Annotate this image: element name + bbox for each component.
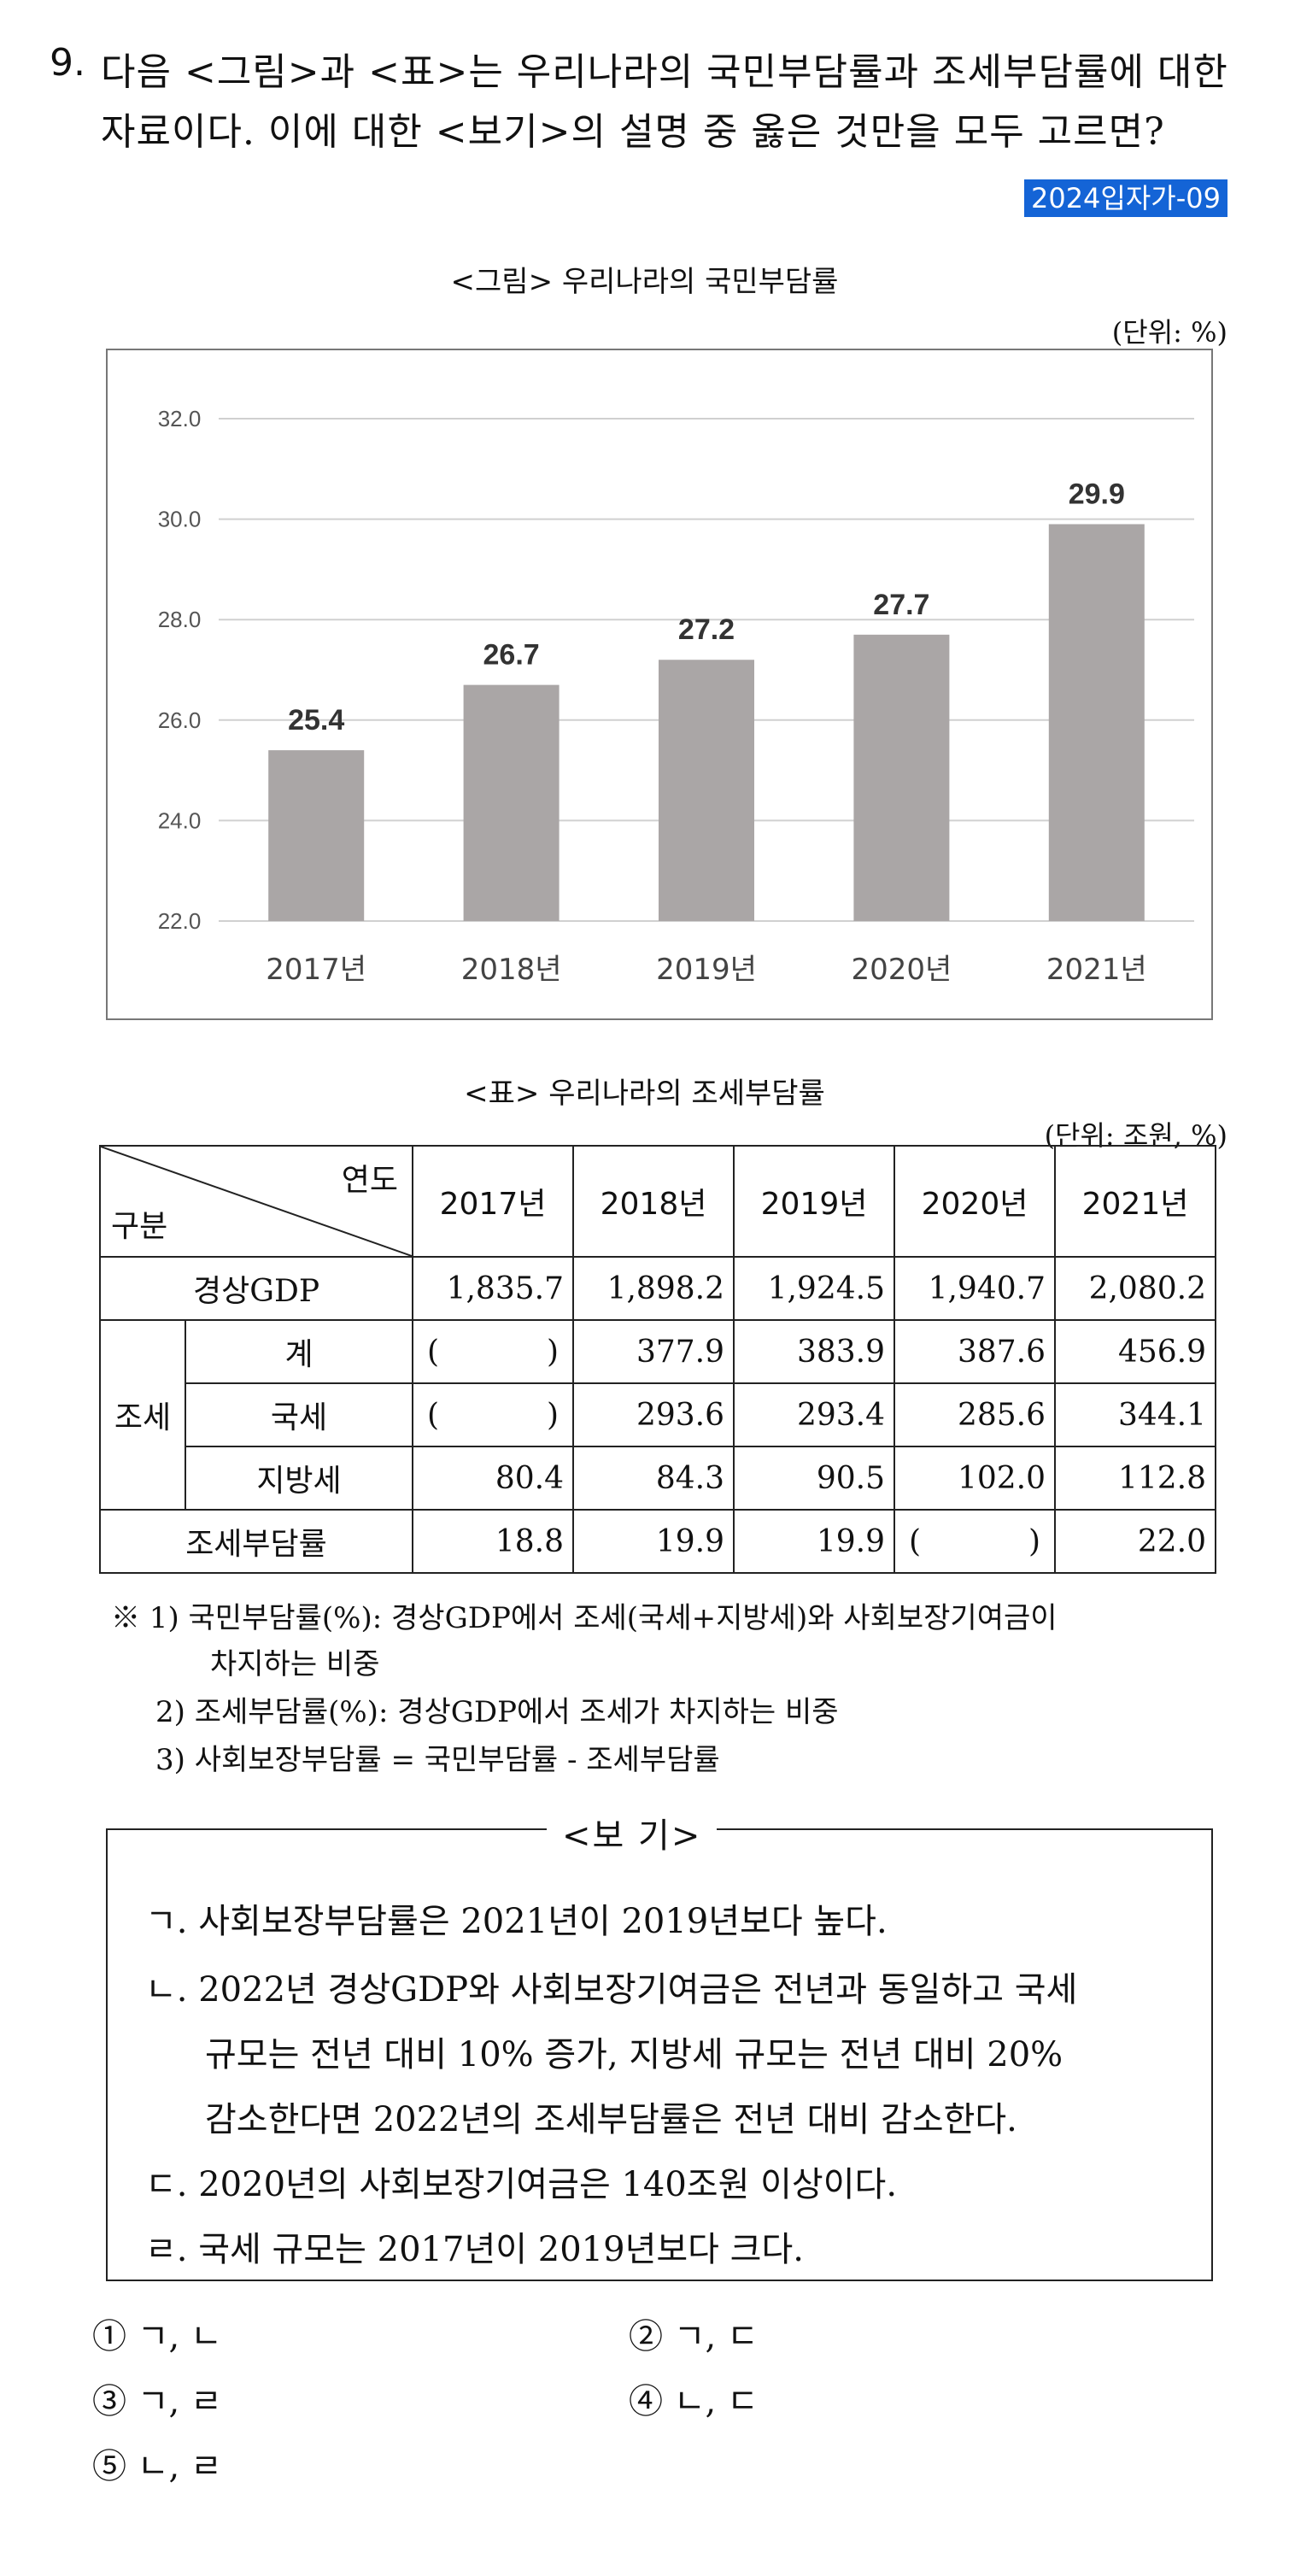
total-cell: 387.6: [894, 1319, 1056, 1384]
note-1: ※ 1) 국민부담률(%): 경상GDP에서 조세(국세+지방세)와 사회보장기…: [111, 1601, 1058, 1635]
bar: [268, 750, 365, 921]
year-header: 2019년: [733, 1145, 895, 1258]
x-tick-label: 2021년: [1046, 953, 1147, 987]
x-tick-label: 2018년: [461, 953, 562, 987]
bogi-item-b-cont1: 규모는 전년 대비 10% 증가, 지방세 규모는 전년 대비 20%: [205, 2035, 1063, 2074]
corner-diagonal: [101, 1147, 412, 1256]
row-group-tax: 조세: [99, 1319, 186, 1511]
choice-4[interactable]: ④ ㄴ, ㄷ: [629, 2382, 759, 2421]
year-header: 2018년: [572, 1145, 735, 1258]
chart-svg: 22.0 24.0 26.0 28.0 30.0 32.0 25.4 2017년 26.7 201…: [158, 406, 1194, 987]
local-cell: 80.4: [412, 1446, 574, 1511]
gdp-cell: 1,898.2: [572, 1256, 735, 1321]
row-label-total: 계: [185, 1319, 413, 1384]
y-tick-label: 22.0: [158, 908, 202, 934]
row-label-national: 국세: [185, 1382, 413, 1447]
y-tick-label: 26.0: [158, 707, 202, 733]
data-label: 27.2: [678, 613, 735, 646]
bogi-item-a: ㄱ. 사회보장부담률은 2021년이 2019년보다 높다.: [145, 1902, 888, 1941]
question-stem-line2: 자료이다. 이에 대한 <보기>의 설명 중 옳은 것만을 모두 고르면?: [101, 110, 1165, 154]
x-tick-label: 2020년: [851, 953, 952, 987]
row-label-local: 지방세: [185, 1446, 413, 1511]
choice-1[interactable]: ① ㄱ, ㄴ: [92, 2317, 222, 2356]
gdp-cell: 1,940.7: [894, 1256, 1056, 1321]
national-cell: 285.6: [894, 1382, 1056, 1447]
question-number: 9.: [50, 41, 85, 85]
rate-blank-cell: (): [894, 1509, 1056, 1574]
rate-cell: 19.9: [572, 1509, 735, 1574]
paren-open: (: [427, 1334, 440, 1370]
x-tick-label: 2017년: [266, 953, 366, 987]
bar: [463, 684, 560, 921]
year-header: 2020년: [894, 1145, 1056, 1258]
local-cell: 90.5: [733, 1446, 895, 1511]
table-title: <표> 우리나라의 조세부담률: [464, 1077, 825, 1111]
table-corner-cell: 연도 구분: [99, 1145, 413, 1258]
local-cell: 84.3: [572, 1446, 735, 1511]
bogi-item-d: ㄹ. 국세 규모는 2017년이 2019년보다 크다.: [145, 2230, 804, 2269]
rate-cell: 22.0: [1054, 1509, 1216, 1574]
note-3: 3) 사회보장부담률 = 국민부담률 - 조세부담률: [155, 1743, 720, 1777]
choice-2[interactable]: ② ㄱ, ㄷ: [629, 2317, 759, 2356]
note-1-cont: 차지하는 비중: [210, 1647, 380, 1681]
corner-label-category: 구분: [111, 1209, 168, 1244]
bar: [659, 660, 754, 921]
total-cell: 383.9: [733, 1319, 895, 1384]
bar: [853, 634, 950, 921]
total-cell: 377.9: [572, 1319, 735, 1384]
national-cell: 293.6: [572, 1382, 735, 1447]
national-cell: 293.4: [733, 1382, 895, 1447]
bogi-item-c: ㄷ. 2020년의 사회보장기여금은 140조원 이상이다.: [145, 2165, 898, 2204]
choice-3[interactable]: ③ ㄱ, ㄹ: [92, 2382, 222, 2421]
data-label: 26.7: [483, 639, 540, 672]
data-label: 27.7: [873, 589, 929, 621]
total-blank-cell: (): [412, 1319, 574, 1384]
choice-5[interactable]: ⑤ ㄴ, ㄹ: [92, 2447, 222, 2486]
rate-cell: 18.8: [412, 1509, 574, 1574]
figure-title: <그림> 우리나라의 국민부담률: [450, 265, 839, 299]
x-tick-label: 2019년: [656, 953, 757, 987]
bar-chart: 22.0 24.0 26.0 28.0 30.0 32.0 25.4 2017년 26.7 201…: [106, 349, 1213, 1020]
local-cell: 102.0: [894, 1446, 1056, 1511]
row-label-gdp: 경상GDP: [99, 1256, 413, 1321]
national-cell: 344.1: [1054, 1382, 1216, 1447]
bogi-item-b: ㄴ. 2022년 경상GDP와 사회보장기여금은 전년과 동일하고 국세: [145, 1970, 1078, 2010]
y-tick-label: 32.0: [158, 406, 202, 431]
corner-label-year: 연도: [341, 1163, 398, 1198]
local-cell: 112.8: [1054, 1446, 1216, 1511]
bogi-item-b-cont2: 감소한다면 2022년의 조세부담률은 전년 대비 감소한다.: [205, 2100, 1017, 2139]
tax-table: 연도 구분 2017년 2018년 2019년 2020년 2021년 경상GD…: [99, 1145, 1216, 1574]
paren-close: ): [1028, 1523, 1040, 1559]
data-label: 25.4: [288, 704, 344, 736]
rate-cell: 19.9: [733, 1509, 895, 1574]
gdp-cell: 2,080.2: [1054, 1256, 1216, 1321]
figure-unit: (단위: %): [1111, 316, 1227, 349]
y-tick-label: 28.0: [158, 607, 202, 632]
paren-close: ): [546, 1334, 559, 1370]
year-header: 2017년: [412, 1145, 574, 1258]
national-blank-cell: (): [412, 1382, 574, 1447]
y-tick-label: 30.0: [158, 507, 202, 532]
total-cell: 456.9: [1054, 1319, 1216, 1384]
gdp-cell: 1,924.5: [733, 1256, 895, 1321]
paren-open: (: [909, 1523, 922, 1559]
data-label: 29.9: [1069, 478, 1125, 510]
year-header: 2021년: [1054, 1145, 1216, 1258]
y-tick-label: 24.0: [158, 807, 202, 833]
bar: [1048, 524, 1145, 921]
row-label-rate: 조세부담률: [99, 1509, 413, 1574]
bogi-title: <보 기>: [547, 1808, 718, 1857]
paren-open: (: [427, 1397, 440, 1433]
paren-close: ): [546, 1397, 559, 1433]
note-2: 2) 조세부담률(%): 경상GDP에서 조세가 차지하는 비중: [155, 1695, 839, 1729]
source-tag: 2024입자가-09: [1023, 179, 1227, 217]
question-stem-line1: 다음 <그림>과 <표>는 우리나라의 국민부담률과 조세부담률에 대한: [101, 50, 1228, 94]
gdp-cell: 1,835.7: [412, 1256, 574, 1321]
